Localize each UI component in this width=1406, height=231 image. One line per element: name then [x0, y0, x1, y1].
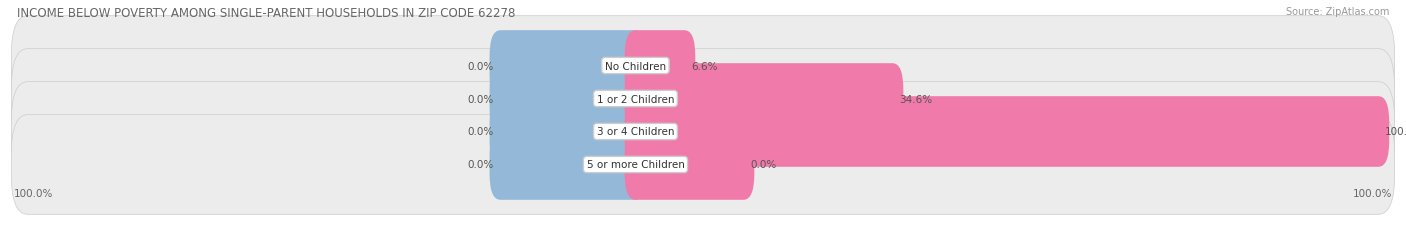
Text: 5 or more Children: 5 or more Children [586, 160, 685, 170]
Text: 34.6%: 34.6% [900, 94, 932, 104]
FancyBboxPatch shape [11, 49, 1395, 149]
Text: 0.0%: 0.0% [467, 160, 494, 170]
Text: 0.0%: 0.0% [751, 160, 776, 170]
FancyBboxPatch shape [624, 97, 1389, 167]
Text: 100.0%: 100.0% [1385, 127, 1406, 137]
Text: 0.0%: 0.0% [467, 127, 494, 137]
Text: 3 or 4 Children: 3 or 4 Children [596, 127, 675, 137]
Text: 0.0%: 0.0% [467, 94, 494, 104]
FancyBboxPatch shape [489, 97, 647, 167]
Text: 100.0%: 100.0% [1353, 188, 1392, 198]
FancyBboxPatch shape [11, 82, 1395, 182]
FancyBboxPatch shape [489, 31, 647, 101]
Text: 0.0%: 0.0% [467, 61, 494, 71]
FancyBboxPatch shape [489, 130, 647, 200]
FancyBboxPatch shape [11, 17, 1395, 116]
Text: 100.0%: 100.0% [14, 188, 53, 198]
FancyBboxPatch shape [624, 64, 903, 134]
FancyBboxPatch shape [11, 115, 1395, 214]
FancyBboxPatch shape [624, 31, 696, 101]
FancyBboxPatch shape [489, 64, 647, 134]
FancyBboxPatch shape [624, 130, 755, 200]
Text: 6.6%: 6.6% [692, 61, 717, 71]
Text: INCOME BELOW POVERTY AMONG SINGLE-PARENT HOUSEHOLDS IN ZIP CODE 62278: INCOME BELOW POVERTY AMONG SINGLE-PARENT… [17, 7, 515, 20]
Text: Source: ZipAtlas.com: Source: ZipAtlas.com [1285, 7, 1389, 17]
Text: 1 or 2 Children: 1 or 2 Children [596, 94, 675, 104]
Text: No Children: No Children [605, 61, 666, 71]
